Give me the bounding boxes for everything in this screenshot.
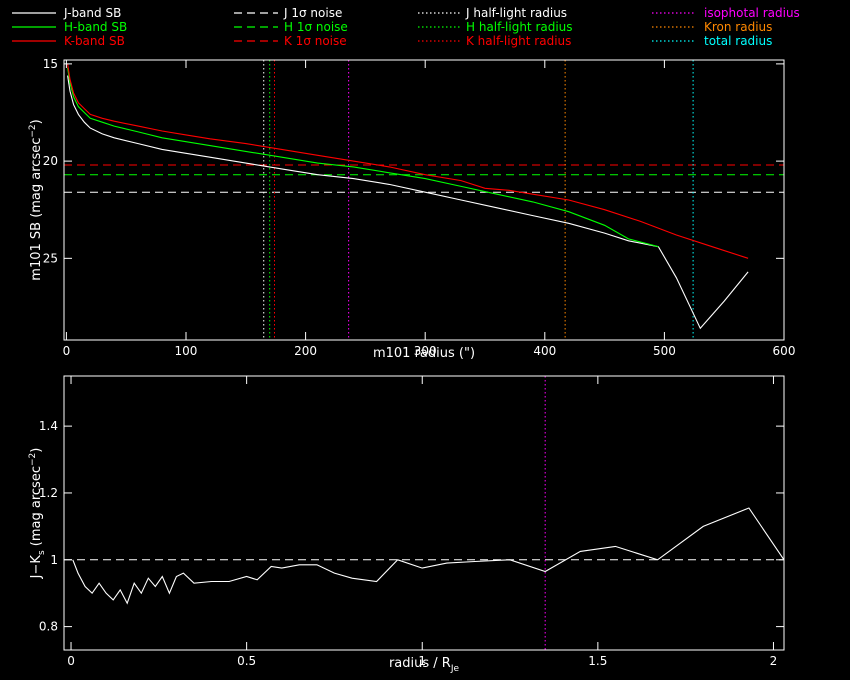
bottom-series-0 xyxy=(72,507,784,605)
sb-profile-panel: 0 100 200 300 400 500 600 15 20 25 m101 radius ("… xyxy=(28,57,795,361)
legend-label-4: H 1σ noise xyxy=(284,20,348,34)
top-xlabel: m101 radius (") xyxy=(373,346,475,361)
legend-label-6: J half-light radius xyxy=(465,6,567,20)
bottom-xlabel: radius / RJe xyxy=(389,656,460,674)
top-series-1 xyxy=(67,67,659,248)
top-xtick-label-2: 200 xyxy=(294,344,317,358)
bottom-ylabel-end: ) xyxy=(29,448,44,453)
bottom-ylabel: J−Ks (mag arcsec−2) xyxy=(28,448,47,580)
bottom-xlabel-main: radius / R xyxy=(389,656,451,671)
top-series-2 xyxy=(67,63,749,259)
legend-label-10: Kron radius xyxy=(704,20,772,34)
top-xtick-label-6: 600 xyxy=(773,344,796,358)
bottom-ytick-label-1: 1 xyxy=(50,553,58,567)
bottom-axes-frame xyxy=(63,375,785,651)
legend-label-1: H-band SB xyxy=(64,20,127,34)
legend-label-5: K 1σ noise xyxy=(284,34,347,48)
bottom-ylabel-main: J−K xyxy=(29,555,44,580)
legend-label-2: K-band SB xyxy=(64,34,125,48)
legend-label-0: J-band SB xyxy=(63,6,121,20)
bottom-ytick-label-0: 0.8 xyxy=(39,620,58,634)
bottom-xtick-label-3: 1.5 xyxy=(588,654,607,668)
top-ylabel-sup: −2 xyxy=(28,124,38,137)
top-ylabel: m101 SB (mag arcsec−2) xyxy=(28,119,44,280)
top-ytick-label-0: 15 xyxy=(43,57,58,71)
legend-label-9: isophotal radius xyxy=(704,6,800,20)
bottom-ytick-label-2: 1.2 xyxy=(39,486,58,500)
bottom-xtick-label-0: 0 xyxy=(67,654,75,668)
legend-label-7: H half-light radius xyxy=(466,20,573,34)
top-ytick-label-1: 20 xyxy=(43,154,58,168)
legend-label-8: K half-light radius xyxy=(466,34,571,48)
top-xtick-label-3: 300 xyxy=(414,344,437,358)
top-ylabel-end: ) xyxy=(29,119,44,124)
legend-label-11: total radius xyxy=(704,34,772,48)
top-xtick-label-4: 400 xyxy=(533,344,556,358)
top-ylabel-main: m101 SB (mag arcsec xyxy=(29,138,44,281)
bottom-xtick-label-2: 1 xyxy=(418,654,426,668)
bottom-ylabel-mid: (mag arcsec xyxy=(29,466,44,550)
top-xtick-label-5: 500 xyxy=(653,344,676,358)
bottom-xtick-label-1: 0.5 xyxy=(237,654,256,668)
legend-label-3: J 1σ noise xyxy=(283,6,342,20)
bottom-xlabel-sub: Je xyxy=(450,664,460,674)
top-series-0 xyxy=(67,75,749,330)
top-xtick-label-1: 100 xyxy=(175,344,198,358)
bottom-ylabel-sup: −2 xyxy=(28,453,38,466)
bottom-ylabel-sub: s xyxy=(37,550,47,555)
top-xtick-label-0: 0 xyxy=(63,344,71,358)
color-profile-panel: 0 0.5 1 1.5 2 0.8 1 1.2 1.4 radius / RJe J−Ks (m… xyxy=(28,375,785,674)
top-ytick-label-2: 25 xyxy=(43,251,58,265)
bottom-xtick-label-4: 2 xyxy=(770,654,778,668)
top-axes-frame xyxy=(63,59,785,341)
bottom-ytick-label-3: 1.4 xyxy=(39,419,58,433)
